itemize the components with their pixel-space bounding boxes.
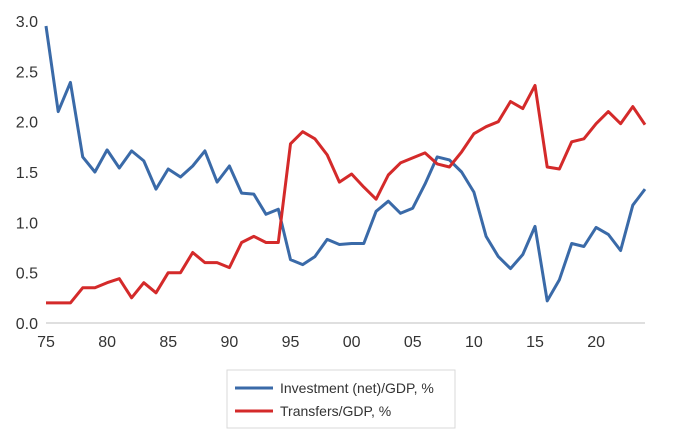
- y-tick-label: 1.0: [16, 215, 38, 232]
- legend-label-investment: Investment (net)/GDP, %: [280, 380, 434, 396]
- legend: Investment (net)/GDP, % Transfers/GDP, %: [226, 369, 456, 429]
- x-tick-label: 75: [37, 334, 55, 351]
- x-tick-label: 00: [343, 334, 361, 351]
- x-tick-label: 95: [282, 334, 300, 351]
- series-line-transfers: [46, 83, 647, 305]
- legend-label-transfers: Transfers/GDP, %: [280, 403, 391, 419]
- x-axis-ticks: 75 80 85 90 95 00 05 10 15 20: [37, 334, 605, 351]
- x-tick-label: 15: [526, 334, 544, 351]
- y-tick-label: 0.5: [16, 266, 38, 283]
- series-line-investment: [44, 25, 647, 303]
- series-lines: [44, 25, 647, 305]
- x-tick-label: 90: [220, 334, 238, 351]
- x-tick-label: 10: [465, 334, 483, 351]
- x-tick-label: 80: [98, 334, 116, 351]
- y-tick-label: 0.0: [16, 316, 38, 333]
- x-tick-label: 05: [404, 334, 422, 351]
- y-tick-label: 2.0: [16, 115, 38, 132]
- y-tick-label: 2.5: [16, 64, 38, 81]
- y-tick-label: 3.0: [16, 14, 38, 31]
- y-tick-label: 1.5: [16, 165, 38, 182]
- x-tick-label: 85: [159, 334, 177, 351]
- legend-box: [226, 369, 456, 429]
- x-tick-label: 20: [587, 334, 605, 351]
- y-axis-ticks: 0.0 0.5 1.0 1.5 2.0 2.5 3.0: [16, 14, 38, 333]
